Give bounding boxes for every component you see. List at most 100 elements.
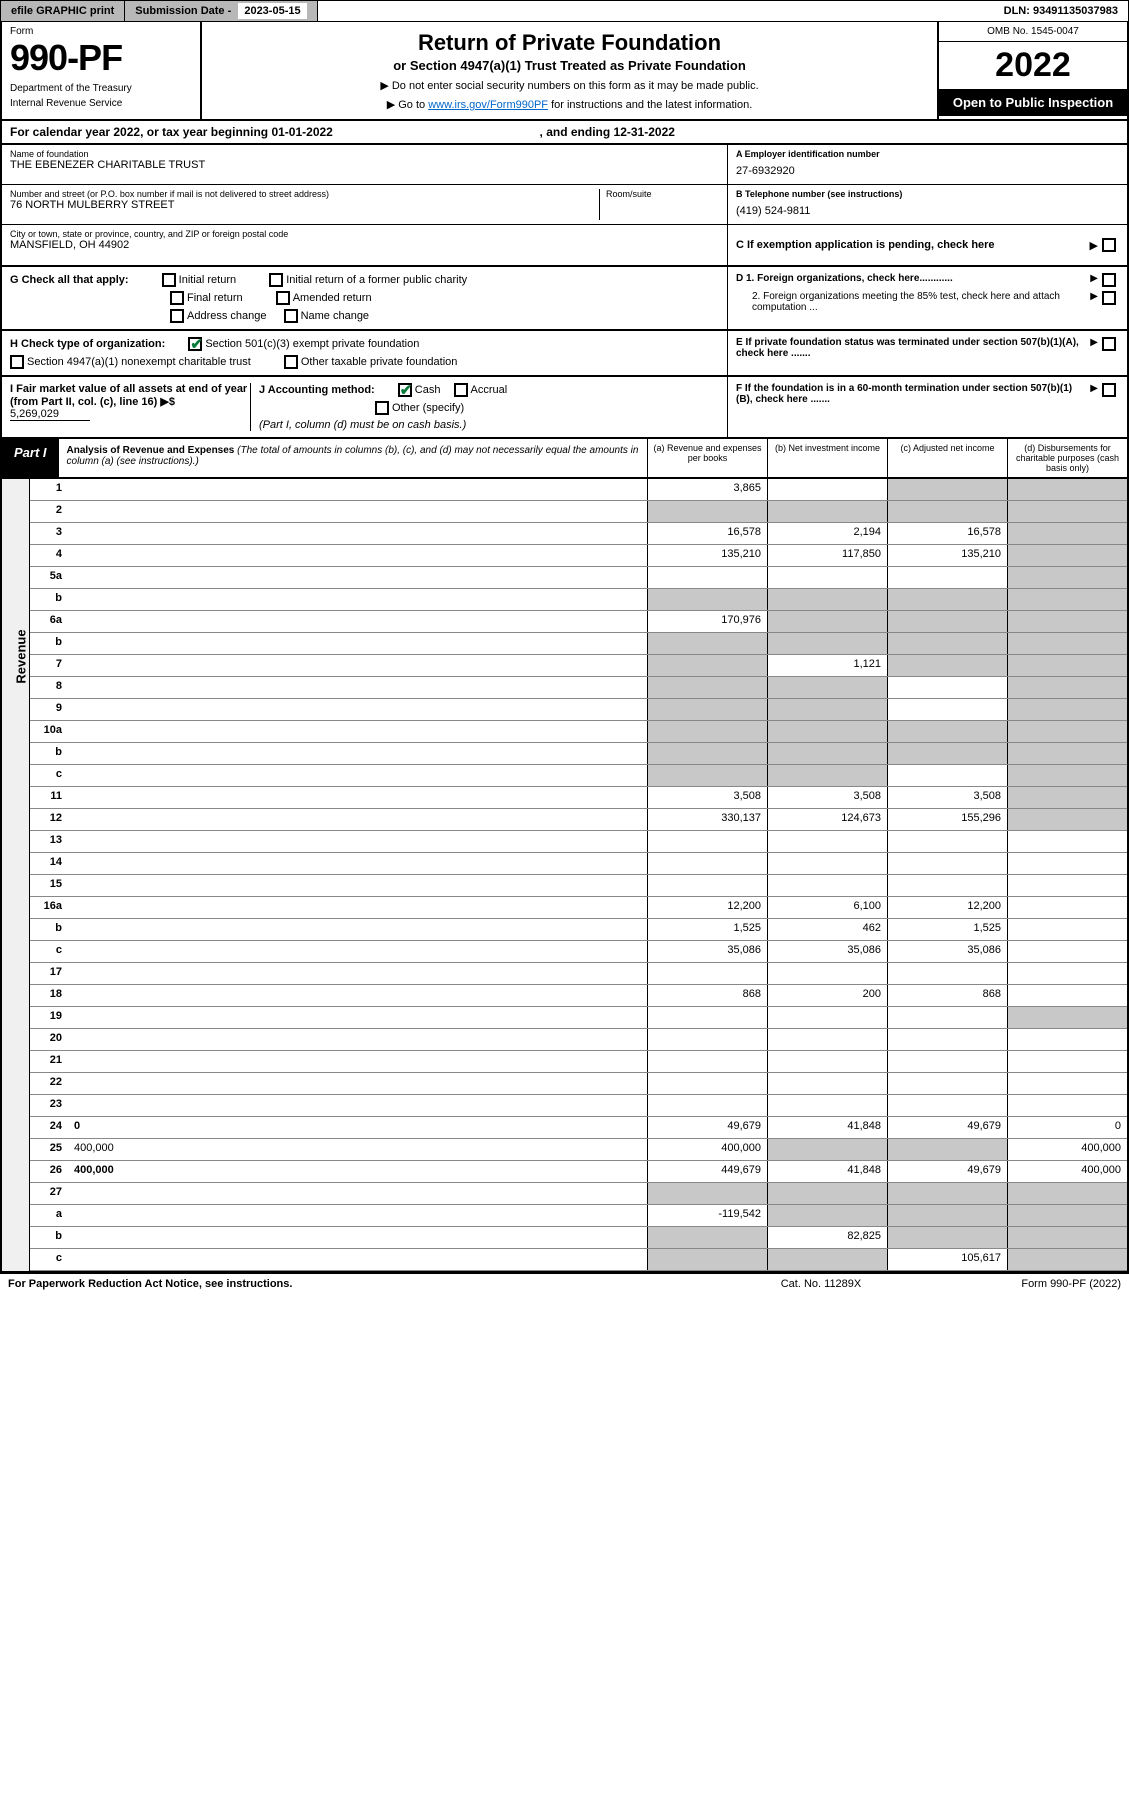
g-addr: Address change [187,310,267,322]
cell-c [887,1007,1007,1028]
cell-c [887,1227,1007,1248]
cell-c: 868 [887,985,1007,1006]
e-cb[interactable] [1102,337,1116,351]
cell-a [647,567,767,588]
f-cb[interactable] [1102,383,1116,397]
g-initial-former-cb[interactable] [269,273,283,287]
d1-label: D 1. Foreign organizations, check here..… [736,273,1086,287]
table-row: 13,865 [30,479,1127,501]
phone-value: (419) 524-9811 [736,205,1119,217]
cell-b: 3,508 [767,787,887,808]
c-label: C If exemption application is pending, c… [736,239,1086,251]
cell-c: 16,578 [887,523,1007,544]
cell-a: 170,976 [647,611,767,632]
cell-a [647,655,767,676]
row-desc [68,897,647,918]
cell-a [647,853,767,874]
phone-cell: B Telephone number (see instructions) (4… [728,185,1127,225]
cell-a [647,1051,767,1072]
page-footer: For Paperwork Reduction Act Notice, see … [0,1273,1129,1294]
cell-c: 49,679 [887,1117,1007,1138]
g-name-cb[interactable] [284,309,298,323]
cell-a [647,875,767,896]
cell-d [1007,1029,1127,1050]
cell-b [767,1205,887,1226]
cell-a [647,963,767,984]
table-row: 15 [30,875,1127,897]
cell-a [647,1073,767,1094]
arrow-icon: ▶ [1090,383,1098,405]
cell-a: 330,137 [647,809,767,830]
row-desc [68,721,647,742]
row-number: 7 [30,655,68,676]
j-accrual-cb[interactable] [454,383,468,397]
irs-link[interactable]: www.irs.gov/Form990PF [428,99,548,111]
j-other-cb[interactable] [375,401,389,415]
h-4947-cb[interactable] [10,355,24,369]
footer-center: Cat. No. 11289X [721,1278,921,1290]
row-number: a [30,1205,68,1226]
table-row: 13 [30,831,1127,853]
h-other-cb[interactable] [284,355,298,369]
d2-label: 2. Foreign organizations meeting the 85%… [736,291,1086,313]
cell-c [887,743,1007,764]
cell-d: 400,000 [1007,1139,1127,1160]
row-number: 1 [30,479,68,500]
d2-cb[interactable] [1102,291,1116,305]
submission-date-value: 2023-05-15 [238,3,306,19]
efile-print-button[interactable]: efile GRAPHIC print [1,1,125,21]
form-title: Return of Private Foundation [210,30,929,56]
cell-c: 3,508 [887,787,1007,808]
table-row: b [30,633,1127,655]
j-cash-cb[interactable] [398,383,412,397]
cell-a [647,1249,767,1270]
part1-header: Part I Analysis of Revenue and Expenses … [0,439,1129,479]
row-desc [68,1029,647,1050]
row-desc [68,677,647,698]
cell-a [647,633,767,654]
cell-a [647,1183,767,1204]
row-desc: 400,000 [68,1139,647,1160]
cell-a [647,1007,767,1028]
cell-c [887,1139,1007,1160]
cell-b [767,611,887,632]
addr-label: Number and street (or P.O. box number if… [10,189,599,199]
cell-c [887,699,1007,720]
c-checkbox[interactable] [1102,238,1116,252]
cell-d [1007,523,1127,544]
row-number: 10a [30,721,68,742]
cell-a [647,743,767,764]
h-501c3-cb[interactable] [188,337,202,351]
row-number: 20 [30,1029,68,1050]
table-row: 23 [30,1095,1127,1117]
cell-a [647,721,767,742]
room-label: Room/suite [606,189,719,199]
cell-d [1007,963,1127,984]
cell-d [1007,699,1127,720]
g-final: Final return [187,292,243,304]
table-row: c105,617 [30,1249,1127,1271]
cell-d [1007,677,1127,698]
g-final-cb[interactable] [170,291,184,305]
table-row: c [30,765,1127,787]
row-number: 6a [30,611,68,632]
cell-a [647,501,767,522]
foundation-info: Name of foundation THE EBENEZER CHARITAB… [0,145,1129,267]
row-desc [68,963,647,984]
cell-b [767,567,887,588]
row-number: 18 [30,985,68,1006]
cell-d [1007,809,1127,830]
form-header: Form 990-PF Department of the Treasury I… [0,22,1129,121]
table-row: c35,08635,08635,086 [30,941,1127,963]
cell-c: 155,296 [887,809,1007,830]
table-row: 9 [30,699,1127,721]
g-addr-cb[interactable] [170,309,184,323]
table-row: b [30,589,1127,611]
cell-c [887,1051,1007,1072]
g-amended-cb[interactable] [276,291,290,305]
table-row: 8 [30,677,1127,699]
g-initial-cb[interactable] [162,273,176,287]
d1-cb[interactable] [1102,273,1116,287]
row-desc [68,831,647,852]
row-number: 19 [30,1007,68,1028]
